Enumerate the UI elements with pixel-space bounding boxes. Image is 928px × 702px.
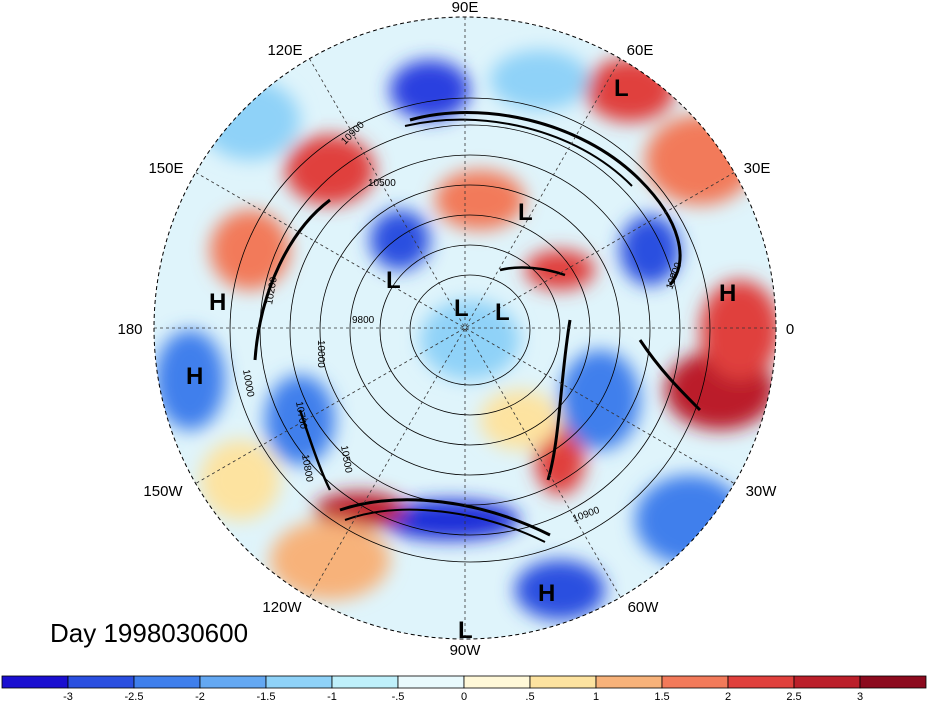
low-marker: L [458, 617, 473, 644]
low-marker: L [614, 75, 629, 102]
contour-label: 10500 [368, 178, 396, 189]
colorbar-swatch [859, 675, 927, 689]
colorbar-tick-label: -2.5 [125, 691, 144, 702]
lon-label: 120E [267, 42, 302, 59]
lon-label: 120W [262, 599, 302, 616]
lon-label: 150W [143, 483, 183, 500]
high-marker: H [186, 363, 203, 390]
colorbar-tick-label: -1 [327, 691, 337, 702]
colorbar-tick-label: -.5 [392, 691, 405, 702]
colorbar-swatch [595, 675, 663, 689]
high-marker: H [209, 289, 226, 316]
colorbar-tick-label: .5 [525, 691, 534, 702]
pressure-systems: L L L L L L H H H H [186, 75, 736, 644]
low-marker: L [454, 295, 469, 322]
colorbar: -3 -2.5 -2 -1.5 -1 -.5 0 .5 1 1.5 2 2.5 3 [1, 675, 927, 702]
low-marker: L [495, 299, 510, 326]
contour-label: 10000 [240, 369, 256, 399]
longitude-labels: 90E 60E 30E 0 30W 60W 90W 120W 150W 180 … [117, 0, 794, 659]
colorbar-swatch [529, 675, 597, 689]
lon-label: 30W [746, 483, 778, 500]
colorbar-swatch [133, 675, 201, 689]
height-contours [229, 97, 711, 563]
colorbar-swatch [727, 675, 795, 689]
high-marker: H [538, 580, 555, 607]
colorbar-tick-label: 1 [593, 691, 599, 702]
lon-label: 60W [628, 599, 660, 616]
lon-label: 30E [744, 160, 771, 177]
colorbar-swatch [661, 675, 729, 689]
colorbar-swatch [67, 675, 135, 689]
lon-label: 150E [148, 160, 183, 177]
colorbar-tick-label: -3 [63, 691, 73, 702]
contour-label: 10500 [338, 445, 354, 475]
anomaly-shading [154, 17, 776, 639]
contour-label: 10000 [315, 340, 326, 368]
lon-label: 0 [786, 321, 794, 338]
contour-labels: 10900 10500 9800 10000 10200 10700 10800… [240, 119, 684, 524]
lat-lon-grid [154, 17, 776, 639]
colorbar-swatch [793, 675, 861, 689]
colorbar-tick-label: 2.5 [786, 691, 801, 702]
colorbar-swatch [265, 675, 333, 689]
colorbar-tick-label: -1.5 [257, 691, 276, 702]
colorbar-swatch [397, 675, 465, 689]
map-title: Day 1998030600 [50, 618, 249, 648]
low-marker: L [518, 199, 533, 226]
colorbar-swatch [1, 675, 69, 689]
lon-label: 90E [452, 0, 479, 16]
colorbar-tick-label: 1.5 [654, 691, 669, 702]
lon-label: 90W [450, 642, 482, 659]
colorbar-tick-label: 2 [725, 691, 731, 702]
contour-label: 9800 [352, 315, 375, 326]
colorbar-tick-label: -2 [195, 691, 205, 702]
colorbar-tick-label: 3 [857, 691, 863, 702]
lon-label: 180 [117, 321, 142, 338]
colorbar-tick-label: 0 [461, 691, 467, 702]
map-boundary [153, 16, 777, 640]
low-marker: L [386, 267, 401, 294]
lon-label: 60E [627, 42, 654, 59]
colorbar-swatch [463, 675, 531, 689]
contour-label: 10800 [299, 454, 315, 484]
contour-label: 10700 [293, 401, 309, 431]
contour-label: 10200 [264, 276, 280, 306]
colorbar-swatch [199, 675, 267, 689]
colorbar-swatch [331, 675, 399, 689]
high-marker: H [719, 280, 736, 307]
